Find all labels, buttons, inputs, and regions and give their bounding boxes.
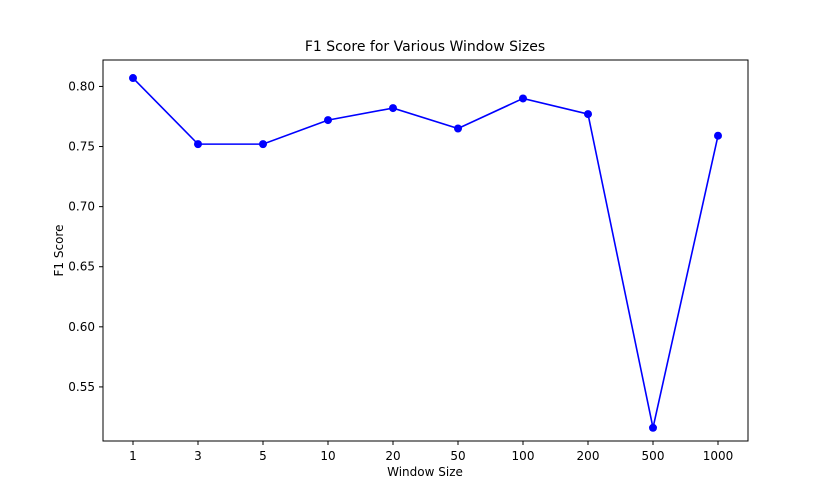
- x-tick-label: 1: [129, 449, 137, 463]
- x-tick-label: 5: [259, 449, 267, 463]
- plot-frame: [102, 59, 749, 442]
- y-tick-label: 0.55: [68, 380, 95, 394]
- y-tick-label: 0.70: [68, 200, 95, 214]
- data-point-1: [129, 74, 137, 83]
- x-tick-label: 20: [385, 449, 400, 463]
- x-tick-label: 3: [194, 449, 202, 463]
- x-tick-label: 10: [320, 449, 335, 463]
- data-point-50: [454, 124, 462, 133]
- y-axis-label: F1 Score: [52, 225, 66, 277]
- data-point-10: [324, 116, 332, 125]
- x-tick-label: 1000: [703, 449, 734, 463]
- x-tick-label: 200: [577, 449, 600, 463]
- chart-title: F1 Score for Various Window Sizes: [305, 39, 545, 55]
- y-axis: 0.55 0.60 0.65 0.70 0.75 0.80: [68, 79, 103, 394]
- data-point-20: [389, 104, 397, 113]
- y-tick-label: 0.75: [68, 140, 95, 154]
- x-axis-label: Window Size: [387, 465, 463, 479]
- series-line: [132, 77, 719, 428]
- data-point-500: [649, 423, 657, 432]
- data-point-100: [519, 94, 527, 103]
- x-tick-label: 50: [450, 449, 465, 463]
- data-point-3: [194, 140, 202, 149]
- data-point-5: [259, 140, 267, 149]
- y-tick-label: 0.60: [68, 320, 95, 334]
- data-point-200: [584, 110, 592, 119]
- y-tick-label: 0.65: [68, 260, 95, 274]
- x-tick-label: 100: [512, 449, 535, 463]
- x-tick-label: 500: [642, 449, 665, 463]
- x-axis: 1 3 5 10 20 50 100 200 500 1000: [129, 441, 733, 463]
- y-tick-label: 0.80: [68, 79, 95, 93]
- series-layer: [129, 74, 722, 432]
- data-point-1000: [714, 131, 722, 140]
